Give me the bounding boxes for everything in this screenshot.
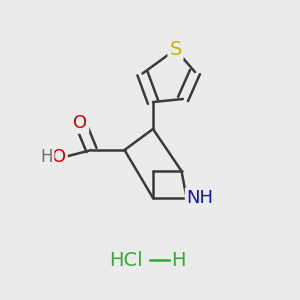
Text: H: H [171, 251, 186, 271]
Text: S: S [169, 40, 182, 59]
Text: O: O [52, 148, 66, 166]
Text: O: O [73, 114, 88, 132]
Text: H: H [40, 148, 53, 166]
Text: HCl: HCl [109, 251, 143, 271]
Text: NH: NH [187, 189, 214, 207]
